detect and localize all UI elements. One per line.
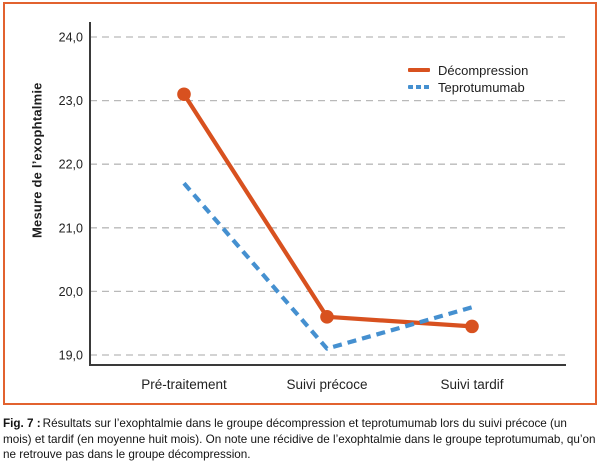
decompression-line-swatch xyxy=(408,68,430,72)
line-chart: 24,0 23,0 22,0 21,0 20,0 19,0 Pré-traitement Su… xyxy=(59,22,566,392)
figure-label: Fig. 7 : xyxy=(3,417,41,430)
legend-item-decompression: Décompression xyxy=(408,62,528,78)
series-line-teprotumumab xyxy=(182,181,473,351)
y-tick-label: 24,0 xyxy=(59,31,83,45)
chart-legend: Décompression Teprotumumab xyxy=(408,62,528,96)
figure-caption: Fig. 7 : Résultats sur l’exophtalmie dans… xyxy=(3,416,598,463)
y-tick-label: 20,0 xyxy=(59,285,83,299)
y-tick-label: 22,0 xyxy=(59,158,83,172)
y-tick-label: 19,0 xyxy=(59,349,83,363)
legend-label-teprotumumab: Teprotumumab xyxy=(438,79,525,95)
data-point-marker xyxy=(177,87,191,102)
y-tick-label: 23,0 xyxy=(59,94,83,108)
caption-text: Résultats sur l’exophtalmie dans le grou… xyxy=(3,417,596,462)
x-tick-label: Pré-traitement xyxy=(141,377,227,392)
legend-label-decompression: Décompression xyxy=(438,62,529,78)
y-axis-title: Mesure de l’exophtalmie xyxy=(29,82,45,238)
x-tick-label: Suivi précoce xyxy=(286,377,367,392)
chart-frame: 24,0 23,0 22,0 21,0 20,0 19,0 Pré-traitement Su… xyxy=(3,2,597,405)
y-tick-label: 21,0 xyxy=(59,221,83,235)
data-point-marker xyxy=(465,319,479,334)
teprotumumab-line-swatch xyxy=(408,85,430,89)
x-tick-label: Suivi tardif xyxy=(440,377,503,392)
legend-item-teprotumumab: Teprotumumab xyxy=(408,79,528,95)
data-point-marker xyxy=(320,310,334,324)
